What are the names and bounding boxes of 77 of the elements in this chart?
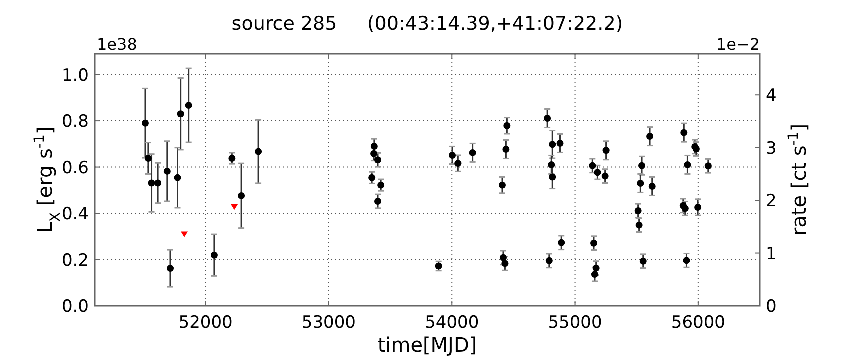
point — [544, 115, 552, 122]
x-tick-label: 55000 — [548, 313, 602, 333]
point — [636, 222, 643, 229]
point — [592, 264, 600, 272]
point — [683, 257, 690, 264]
point — [558, 239, 566, 246]
point — [634, 207, 642, 214]
point — [148, 180, 156, 187]
point — [142, 120, 149, 127]
point — [640, 258, 647, 265]
point — [638, 162, 646, 170]
point — [454, 160, 462, 168]
point — [174, 174, 182, 182]
point — [469, 149, 476, 156]
point — [498, 182, 506, 189]
point — [374, 156, 382, 164]
y2-tick-label: 2 — [766, 192, 777, 212]
point — [378, 182, 385, 189]
point — [548, 161, 556, 168]
point — [166, 265, 174, 272]
point — [177, 110, 184, 118]
y-tick-label: 0.8 — [62, 112, 89, 132]
point — [556, 140, 564, 147]
x-axis-title: time[MJD] — [378, 333, 478, 357]
point — [546, 257, 553, 264]
point — [680, 129, 688, 136]
point — [602, 147, 610, 154]
point — [368, 174, 376, 182]
point — [549, 174, 556, 181]
point — [504, 122, 511, 130]
point — [181, 232, 188, 238]
y-tick-label: 0.2 — [62, 250, 89, 271]
x-tick-label: 56000 — [671, 313, 726, 333]
point — [602, 172, 609, 180]
y-tick-label: 1.0 — [62, 66, 89, 86]
point — [210, 252, 218, 259]
point — [255, 148, 262, 156]
point — [374, 198, 382, 205]
point — [502, 260, 509, 268]
y2-tick-label: 3 — [766, 138, 777, 159]
y-tick-label: 0.0 — [62, 297, 89, 317]
point — [549, 141, 556, 148]
point — [154, 180, 162, 187]
point — [164, 168, 171, 175]
annotation: 1e38 — [97, 35, 138, 54]
point — [435, 262, 442, 270]
point — [594, 169, 602, 176]
annotation: 1e−2 — [716, 35, 760, 54]
chart-title: source 285 (00:43:14.39,+41:07:22.2) — [232, 13, 624, 35]
y2-tick-label: 0 — [766, 297, 777, 317]
point — [370, 150, 378, 158]
x-tick-label: 53000 — [302, 313, 356, 333]
point — [694, 204, 702, 212]
point — [231, 204, 238, 210]
point — [589, 162, 596, 170]
point — [704, 162, 712, 170]
point — [590, 240, 598, 247]
y2-tick-label: 1 — [766, 244, 777, 264]
point — [682, 205, 689, 212]
point — [591, 271, 598, 278]
point — [144, 155, 152, 162]
x-tick-label: 52000 — [178, 313, 233, 333]
point — [502, 146, 510, 153]
point — [648, 182, 656, 190]
point — [238, 192, 246, 200]
point — [228, 155, 236, 162]
point — [646, 133, 654, 140]
point — [684, 161, 692, 168]
point — [185, 102, 192, 110]
point — [449, 152, 456, 159]
point — [500, 254, 507, 262]
y2-tick-label: 4 — [766, 86, 777, 106]
point — [637, 180, 644, 187]
y-tick-label: 0.4 — [62, 204, 89, 225]
y-tick-label: 0.6 — [62, 158, 89, 178]
point — [370, 142, 378, 150]
x-tick-label: 54000 — [425, 313, 480, 333]
